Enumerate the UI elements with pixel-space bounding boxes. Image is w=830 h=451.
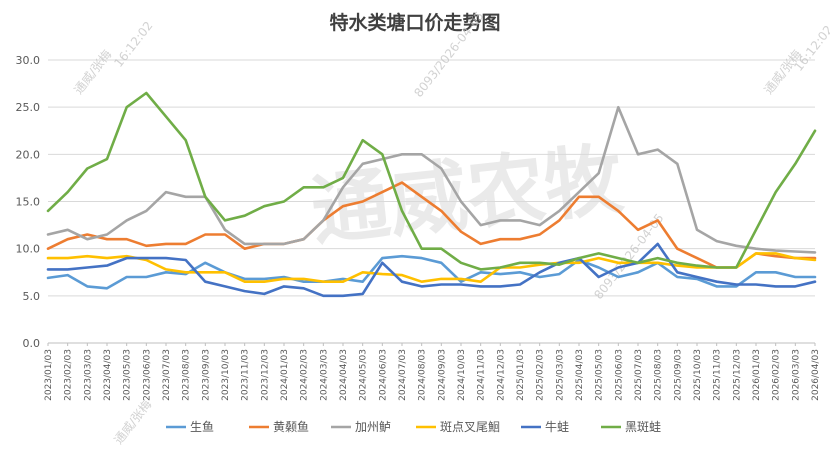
x-tick-label: 2023/09/03 xyxy=(201,349,211,401)
x-tick-label: 2026/04/03 xyxy=(811,349,821,401)
x-tick-label: 2024/08/03 xyxy=(418,349,428,401)
x-tick-label: 2023/05/03 xyxy=(123,349,133,401)
x-tick-label: 2023/08/03 xyxy=(182,349,192,401)
legend-label: 牛蛙 xyxy=(545,419,569,434)
x-tick-label: 2026/03/03 xyxy=(791,349,801,401)
x-tick-label: 2024/01/03 xyxy=(280,349,290,401)
chart-title: 特水类塘口价走势图 xyxy=(329,12,501,34)
x-tick-label: 2024/03/03 xyxy=(319,349,329,401)
x-tick-label: 2024/11/03 xyxy=(477,349,487,401)
y-tick-label: 25.0 xyxy=(16,101,41,114)
x-tick-label: 2025/07/03 xyxy=(634,349,644,401)
x-tick-label: 2025/01/03 xyxy=(516,349,526,401)
x-tick-label: 2026/02/03 xyxy=(772,349,782,401)
series-line-5 xyxy=(46,91,817,271)
watermark-time: 16:12:02 xyxy=(791,23,830,74)
legend-label: 黑斑蛙 xyxy=(625,420,661,434)
watermark-user: 通威/张梅 xyxy=(111,397,155,447)
x-tick-label: 2024/04/03 xyxy=(339,349,349,401)
watermark-date: 8093/2026-04-05 xyxy=(411,9,486,100)
y-tick-label: 20.0 xyxy=(16,148,41,161)
watermark-user: 通威/张梅 xyxy=(71,47,115,97)
x-tick-label: 2024/09/03 xyxy=(437,349,447,401)
x-tick-label: 2023/03/03 xyxy=(83,349,93,401)
x-tick-label: 2023/07/03 xyxy=(162,349,172,401)
x-tick-label: 2024/02/03 xyxy=(300,349,310,401)
series-line-3 xyxy=(46,252,817,284)
x-tick-label: 2024/05/03 xyxy=(359,349,369,401)
x-tick-label: 2025/08/03 xyxy=(654,349,664,401)
legend-label: 黄颡鱼 xyxy=(273,420,309,434)
x-tick-label: 2024/10/03 xyxy=(457,349,467,401)
watermark-time: 16:12:02 xyxy=(111,19,155,70)
y-tick-label: 10.0 xyxy=(16,243,41,256)
series-line-0 xyxy=(46,254,817,290)
x-tick-label: 2023/02/03 xyxy=(64,349,74,401)
x-tick-label: 2024/07/03 xyxy=(398,349,408,401)
axes: 0.0 5.0 10.0 15.0 20.0 25.0 30.0 2023/01/03 2023… xyxy=(16,54,822,401)
x-tick-label: 2025/05/03 xyxy=(595,349,605,401)
legend: 生鱼 黄颡鱼 加州鲈 斑点叉尾鮰 牛蛙 黑斑蛙 xyxy=(166,419,661,434)
legend-label: 加州鲈 xyxy=(355,420,391,434)
x-tick-label: 2025/12/03 xyxy=(732,349,742,401)
x-tick-label: 2025/06/03 xyxy=(614,349,624,401)
x-tick-label: 2023/10/03 xyxy=(221,349,231,401)
x-tick-label: 2023/11/03 xyxy=(241,349,251,401)
x-tick-label: 2024/06/03 xyxy=(378,349,388,401)
x-tick-label: 2025/11/03 xyxy=(713,349,723,401)
x-tick-label: 2026/01/03 xyxy=(752,349,762,401)
x-tick-label: 2023/12/03 xyxy=(260,349,270,401)
series-line-2 xyxy=(46,105,817,254)
y-tick-label: 15.0 xyxy=(16,196,41,209)
x-tick-label: 2025/04/03 xyxy=(575,349,585,401)
legend-label: 生鱼 xyxy=(190,420,214,434)
y-tick-label: 0.0 xyxy=(23,337,41,350)
x-tick-label: 2023/04/03 xyxy=(103,349,113,401)
x-tick-label: 2025/03/03 xyxy=(555,349,565,401)
x-tick-label: 2023/01/03 xyxy=(44,349,54,401)
y-tick-label: 30.0 xyxy=(16,54,41,67)
series-lines xyxy=(46,91,817,298)
x-tick-label: 2025/10/03 xyxy=(693,349,703,401)
x-tick-label: 2023/06/03 xyxy=(142,349,152,401)
legend-label: 斑点叉尾鮰 xyxy=(440,420,500,434)
series-line-4 xyxy=(46,242,817,298)
x-tick-label: 2025/09/03 xyxy=(673,349,683,401)
x-tick-label: 2024/12/03 xyxy=(496,349,506,401)
series-line-1 xyxy=(46,181,817,269)
watermark-user: 通威/张梅 xyxy=(761,47,805,97)
y-tick-label: 5.0 xyxy=(23,290,41,303)
x-tick-label: 2025/02/03 xyxy=(536,349,546,401)
